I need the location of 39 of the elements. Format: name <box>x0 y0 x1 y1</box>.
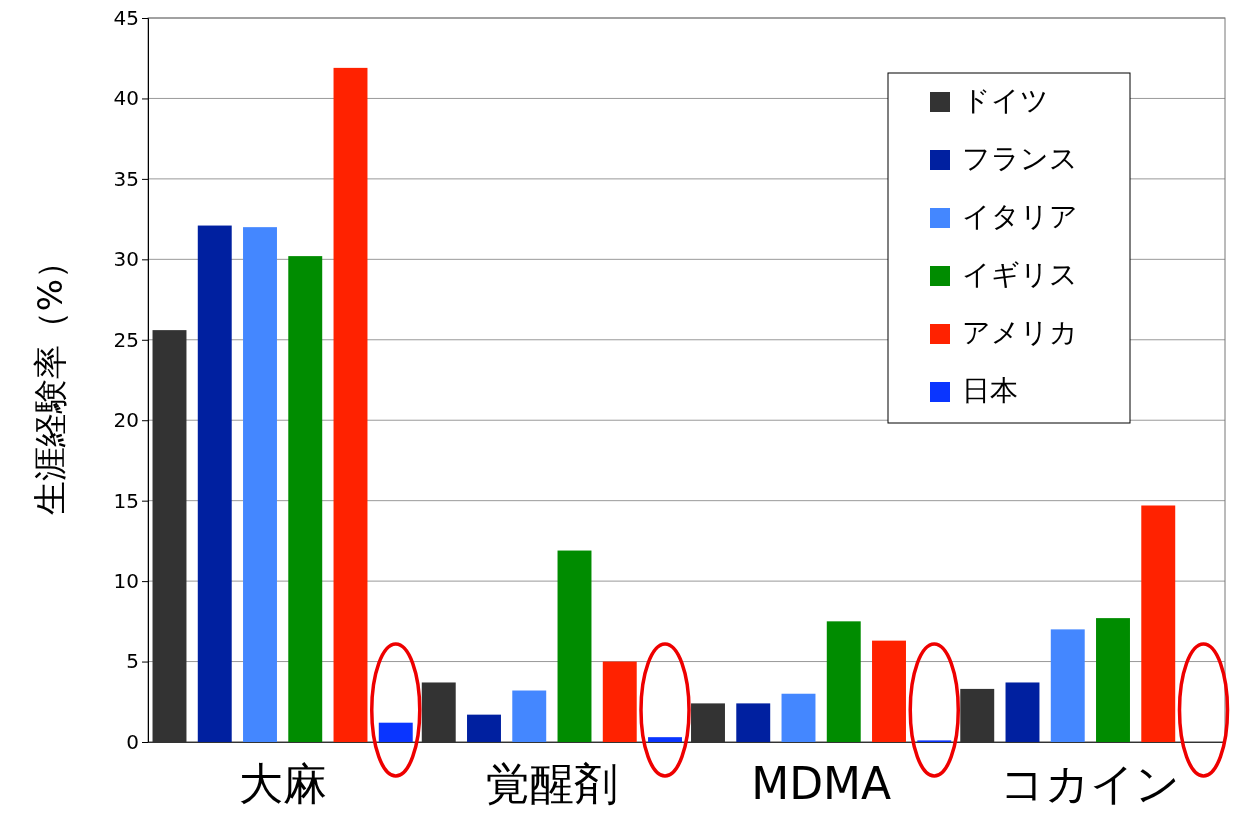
x-tick-label: MDMA <box>751 758 892 810</box>
x-tick-label: 大麻 <box>238 758 327 810</box>
bar <box>1005 682 1040 742</box>
y-tick-label: 25 <box>113 327 139 352</box>
bar <box>243 227 277 742</box>
y-tick-label: 20 <box>113 408 139 433</box>
bar <box>378 722 413 742</box>
bar <box>512 690 547 742</box>
bar <box>197 225 232 742</box>
x-tick-label: コカイン <box>1000 758 1181 810</box>
y-tick-label: 45 <box>113 5 139 30</box>
x-tick-label: 覚醒剤 <box>485 758 618 810</box>
bar <box>872 640 906 742</box>
legend-label: フランス <box>962 142 1078 175</box>
legend-label: 日本 <box>962 374 1018 407</box>
bar <box>1141 505 1176 742</box>
bar <box>1050 629 1085 742</box>
y-tick-label: 30 <box>113 247 139 272</box>
legend-label: ドイツ <box>962 84 1049 117</box>
bar <box>781 693 816 742</box>
y-tick-label: 15 <box>113 488 139 513</box>
bar <box>648 737 682 742</box>
bar <box>602 661 637 742</box>
legend-label: イギリス <box>962 258 1078 291</box>
y-tick-label: 35 <box>113 166 139 191</box>
bar <box>333 67 368 742</box>
bar <box>557 550 592 742</box>
legend-label: アメリカ <box>962 316 1078 349</box>
bar <box>288 256 323 742</box>
bar <box>1096 618 1130 742</box>
y-axis-title: 生涯経験率（%） <box>29 244 70 516</box>
y-tick-label: 5 <box>126 649 139 674</box>
bar <box>467 714 501 742</box>
y-tick-label: 10 <box>113 569 139 594</box>
bar <box>826 621 861 742</box>
legend-label: イタリア <box>962 200 1078 233</box>
bar <box>736 703 771 742</box>
y-tick-label: 40 <box>113 86 139 111</box>
y-tick-label: 0 <box>126 729 139 754</box>
